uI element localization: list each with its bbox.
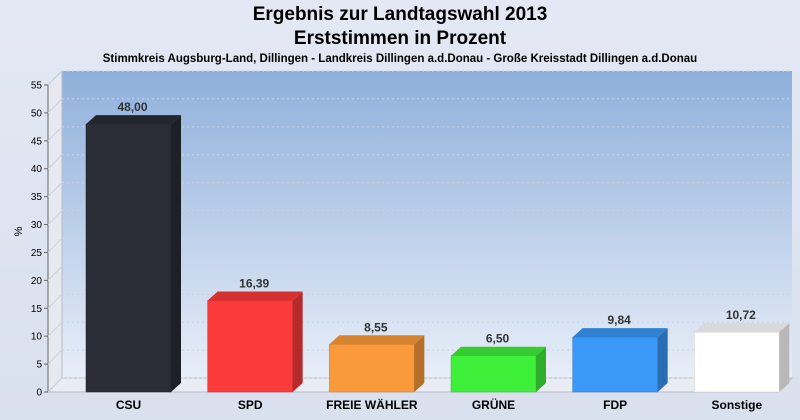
grid-line-depth bbox=[47, 238, 63, 253]
bar-side bbox=[171, 115, 181, 393]
y-tick-label: 55 bbox=[31, 81, 43, 92]
bar-side bbox=[536, 346, 546, 392]
x-tick-label: FREIE WÄHLER bbox=[326, 397, 418, 412]
data-label: 10,72 bbox=[726, 308, 756, 322]
bar bbox=[329, 335, 425, 393]
grid-line-depth bbox=[47, 349, 63, 365]
y-tick-label: 20 bbox=[31, 276, 43, 287]
data-label: 48,00 bbox=[117, 100, 147, 114]
bar-side bbox=[657, 328, 668, 392]
y-tick-label: 30 bbox=[31, 220, 43, 231]
bar-top bbox=[86, 115, 181, 125]
bar bbox=[207, 291, 303, 393]
bar-front bbox=[207, 300, 293, 393]
bar bbox=[572, 328, 668, 393]
bar-front bbox=[85, 123, 172, 393]
bar-front bbox=[450, 355, 537, 393]
y-tick-label: 45 bbox=[31, 136, 43, 147]
chart-subtitle: Erststimmen in Prozent bbox=[293, 28, 507, 49]
y-tick-label: 25 bbox=[31, 248, 43, 259]
bar-side bbox=[414, 335, 425, 392]
label-layer: 0 5 10 15 20 25 30 35 40 45 50 55% 48,00 CSU 16,39 SPD 8… bbox=[13, 81, 762, 413]
grid-line-depth bbox=[47, 154, 63, 170]
bar-front bbox=[694, 331, 780, 393]
bar-top bbox=[694, 323, 790, 333]
y-axis-label: % bbox=[13, 226, 25, 236]
bar-side bbox=[292, 291, 303, 392]
x-tick-label: Sonstige bbox=[711, 398, 762, 412]
data-label: 8,55 bbox=[364, 320, 388, 334]
grid-line-depth bbox=[47, 98, 63, 114]
y-tick-label: 15 bbox=[31, 304, 43, 315]
x-tick-label: FDP bbox=[603, 398, 627, 412]
y-tick-label: 35 bbox=[31, 192, 43, 203]
y-tick-label: 5 bbox=[36, 360, 42, 371]
grid-line-depth bbox=[47, 210, 63, 225]
bar-top bbox=[207, 291, 303, 301]
plot-left-wall bbox=[47, 69, 63, 394]
grid-line-depth bbox=[47, 321, 63, 337]
y-tick-label: 50 bbox=[31, 108, 43, 119]
bar bbox=[694, 323, 790, 393]
grid-line-depth bbox=[47, 293, 63, 309]
chart-region-subtitle: Stimmkreis Augsburg-Land, Dillingen - La… bbox=[102, 53, 698, 65]
y-tick-label: 40 bbox=[31, 164, 43, 175]
x-tick-label: CSU bbox=[116, 398, 141, 412]
plot-background bbox=[62, 71, 792, 378]
chart-title: Ergebnis zur Landtagswahl 2013 bbox=[252, 4, 548, 25]
grid-line-depth bbox=[47, 182, 63, 197]
grid-line-depth bbox=[47, 126, 63, 142]
data-label: 6,50 bbox=[486, 332, 510, 346]
y-tick-label: 10 bbox=[31, 332, 43, 343]
bar bbox=[85, 115, 181, 393]
data-label: 9,84 bbox=[607, 313, 631, 327]
bar-side bbox=[779, 323, 790, 392]
y-tick-label: 0 bbox=[36, 388, 42, 399]
bar-top bbox=[329, 335, 425, 345]
bar-top bbox=[572, 328, 668, 338]
bar-front bbox=[572, 336, 658, 393]
x-tick-label: SPD bbox=[238, 398, 263, 412]
bar-top bbox=[451, 346, 546, 356]
grid-line-depth bbox=[47, 70, 63, 86]
bar bbox=[450, 346, 546, 393]
bar-layer bbox=[85, 115, 790, 393]
x-tick-label: GRÜNE bbox=[472, 397, 515, 412]
grid-line-depth bbox=[47, 266, 63, 281]
data-label: 16,39 bbox=[239, 277, 269, 291]
grid-line-depth bbox=[47, 377, 63, 393]
bar-front bbox=[329, 344, 415, 393]
